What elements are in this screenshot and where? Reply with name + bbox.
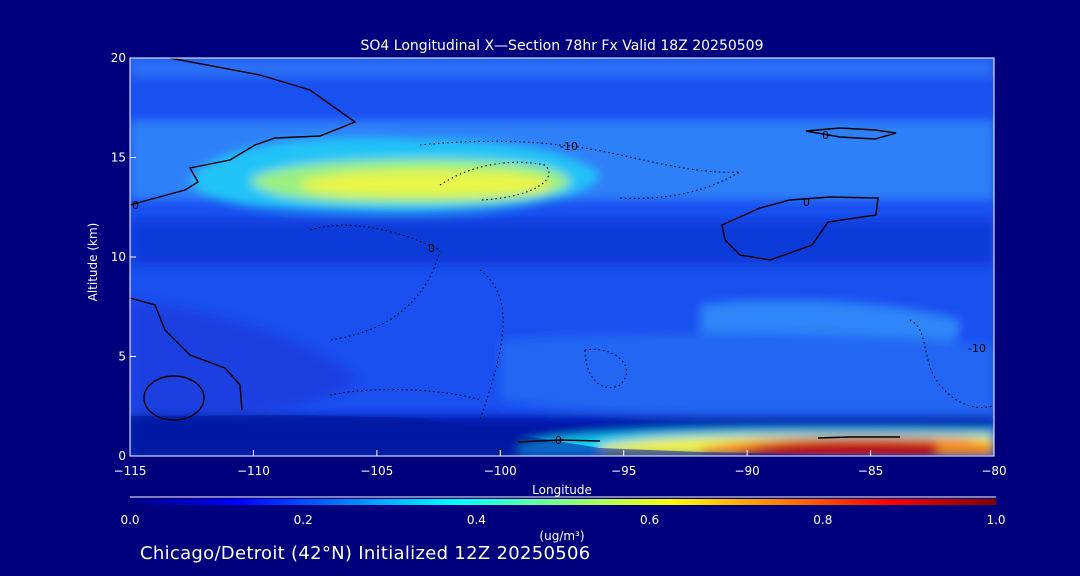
contour-solid-top-right [805, 127, 897, 140]
contour-solid-upper-left [130, 58, 357, 206]
contour-solid-surface-right [817, 436, 900, 439]
x-tick-label: −105 [360, 464, 393, 478]
contour-solid-loop-left [143, 375, 205, 421]
colorbar-tick-label: 1.0 [986, 513, 1005, 527]
y-axis: 0 5 10 15 20 [111, 51, 136, 463]
colorbar-tick-label: 0.2 [294, 513, 313, 527]
colorbar-tick-label: 0.8 [813, 513, 832, 527]
contour-dotted-right [909, 319, 994, 409]
contour-label: 0 [555, 434, 562, 447]
contour-dotted-upper-inner [439, 161, 550, 201]
contour-label: -10 [968, 342, 986, 355]
y-tick-label: 10 [111, 250, 126, 264]
x-tick-label: −100 [484, 464, 517, 478]
colorbar-tick-label: 0.6 [640, 513, 659, 527]
top-band [130, 58, 994, 78]
x-tick-label: −110 [237, 464, 270, 478]
y-tick-label: 0 [118, 449, 126, 463]
x-tick-label: −80 [981, 464, 1006, 478]
x-tick-label: −95 [611, 464, 636, 478]
contour-solid-lower-left [130, 297, 243, 411]
x-tick-label: −85 [858, 464, 883, 478]
contour-lines [130, 58, 994, 443]
x-axis: −115 −110 −105 −100 −95 −90 −85 −80 [114, 450, 1007, 478]
contour-label: -10 [560, 140, 578, 153]
dark-band-11km [130, 220, 994, 265]
contour-dotted-mid [309, 224, 441, 341]
contour-label: 0 [822, 129, 829, 142]
colorbar-units: (ug/m³) [539, 529, 584, 543]
contour-label: 0 [803, 196, 810, 209]
colorbar [130, 499, 996, 505]
contour-dotted-upper [419, 140, 741, 199]
mid-right-band [500, 333, 994, 420]
y-tick-label: 5 [118, 350, 126, 364]
chart-title: SO4 Longitudinal X—Section 78hr Fx Valid… [361, 38, 764, 54]
colorbar-ticks: 0.0 0.2 0.4 0.6 0.8 1.0 [120, 513, 1005, 527]
colorbar-tick-label: 0.0 [120, 513, 139, 527]
concentration-field: -10 0 0 0 0 -10 0 [130, 58, 994, 456]
surface-red-core [735, 438, 940, 456]
x-tick-label: −115 [114, 464, 147, 478]
x-axis-label: Longitude [532, 483, 592, 497]
colorbar-tick-label: 0.4 [467, 513, 486, 527]
contour-label: 0 [132, 199, 139, 212]
contour-label: 0 [428, 242, 435, 255]
contour-solid-surface [517, 439, 601, 443]
y-tick-label: 15 [111, 151, 126, 165]
lower-left-dark [130, 300, 360, 420]
contour-dotted-lower [329, 388, 481, 401]
x-tick-label: −90 [734, 464, 759, 478]
y-axis-label: Altitude (km) [86, 223, 100, 302]
contour-solid-right-cell [721, 196, 879, 261]
upper-yellow-core [300, 170, 551, 197]
y-tick-label: 20 [111, 51, 126, 65]
terrain-mask [130, 415, 994, 456]
footer-caption: Chicago/Detroit (42°N) Initialized 12Z 2… [140, 543, 591, 564]
contour-labels: -10 0 0 0 0 -10 0 [132, 129, 986, 447]
